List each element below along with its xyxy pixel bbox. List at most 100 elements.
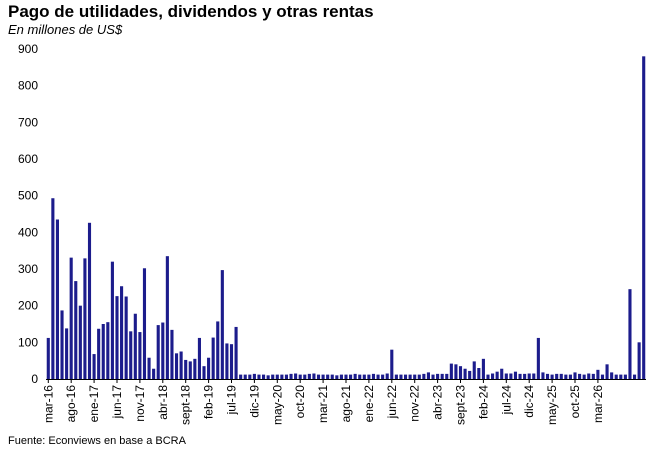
chart-subtitle: En millones de US$ — [8, 22, 123, 37]
bar — [628, 289, 632, 379]
bar — [449, 363, 453, 379]
x-tick-label: jul-24 — [499, 385, 513, 416]
bar — [408, 374, 412, 379]
bar — [97, 328, 101, 379]
bar — [316, 374, 321, 379]
bar — [587, 373, 591, 379]
x-tick-label: sept-23 — [454, 385, 468, 425]
bar — [115, 296, 119, 379]
bar — [161, 322, 165, 379]
x-tick-label: jul-19 — [224, 385, 238, 416]
bar — [591, 373, 595, 379]
bar — [518, 373, 522, 379]
x-tick-label: nov-22 — [408, 385, 422, 422]
bar — [504, 373, 508, 379]
bar — [156, 325, 160, 379]
x-tick-label: nov-17 — [133, 385, 147, 422]
bar — [500, 368, 504, 379]
bar — [229, 344, 234, 379]
bar — [321, 374, 325, 379]
bar — [344, 374, 348, 379]
x-tick-label: mar-26 — [591, 385, 605, 423]
bar — [541, 372, 545, 379]
bar — [472, 361, 476, 379]
bar — [239, 374, 243, 379]
bar — [51, 198, 55, 379]
bar — [262, 374, 266, 379]
bar — [142, 268, 147, 379]
x-tick-label: abr-18 — [156, 385, 170, 420]
bar — [266, 375, 270, 379]
bar — [275, 374, 279, 379]
x-tick-label: feb-19 — [202, 385, 216, 419]
bar — [463, 368, 467, 379]
bar — [564, 374, 568, 379]
bar — [174, 353, 179, 379]
bar — [298, 374, 302, 379]
x-tick-label: dic-24 — [522, 385, 536, 418]
y-tick-label: 500 — [18, 189, 38, 203]
bar — [436, 373, 440, 379]
bar — [120, 286, 124, 379]
bar — [326, 374, 330, 379]
bar — [87, 222, 92, 379]
x-tick-label: dic-19 — [247, 385, 261, 418]
chart-title: Pago de utilidades, dividendos y otras r… — [8, 2, 374, 21]
bar — [523, 373, 527, 379]
bar — [335, 375, 339, 379]
bar — [193, 358, 197, 379]
bar — [486, 374, 490, 379]
bar — [257, 374, 261, 379]
bar — [509, 373, 513, 379]
bar — [605, 364, 609, 379]
bar — [184, 359, 188, 379]
bar — [124, 296, 128, 379]
bar — [138, 332, 142, 379]
bar — [179, 351, 183, 379]
bar — [491, 373, 495, 379]
bar — [294, 373, 298, 379]
x-tick-label: may-25 — [545, 385, 559, 425]
bar — [165, 256, 169, 379]
bar — [413, 374, 417, 379]
bar — [101, 324, 105, 379]
bar — [545, 373, 550, 379]
y-axis: 0 100 200 300 400 500 600 700 800 900 — [18, 42, 38, 386]
bar — [330, 374, 334, 379]
bar — [280, 374, 284, 379]
bar — [431, 374, 435, 379]
bar — [170, 329, 174, 379]
bar — [568, 374, 572, 379]
bar — [445, 373, 449, 379]
bar — [74, 281, 78, 379]
bar-series — [46, 56, 646, 379]
bar — [106, 322, 110, 379]
bar — [147, 357, 151, 379]
bar — [426, 372, 430, 379]
x-tick-label: mar-16 — [41, 385, 55, 423]
bar — [216, 321, 220, 379]
bar — [46, 337, 50, 379]
bar — [596, 369, 600, 379]
x-tick-label: ago-16 — [64, 385, 78, 423]
bar — [513, 371, 518, 379]
bar — [78, 305, 82, 379]
bar — [573, 372, 577, 379]
bar — [367, 374, 371, 379]
x-tick-label: ago-21 — [339, 385, 353, 423]
bar — [559, 373, 563, 379]
y-tick-label: 900 — [18, 42, 38, 56]
bar — [60, 310, 64, 379]
bar — [527, 373, 531, 379]
bar — [637, 342, 641, 379]
bar — [307, 373, 311, 379]
x-tick-label: feb-24 — [476, 385, 490, 419]
bar — [358, 374, 362, 379]
y-tick-label: 600 — [18, 152, 38, 166]
bar — [477, 368, 481, 379]
y-tick-label: 700 — [18, 115, 38, 129]
bar — [458, 366, 463, 379]
y-tick-label: 0 — [31, 372, 38, 386]
bar — [220, 270, 224, 379]
